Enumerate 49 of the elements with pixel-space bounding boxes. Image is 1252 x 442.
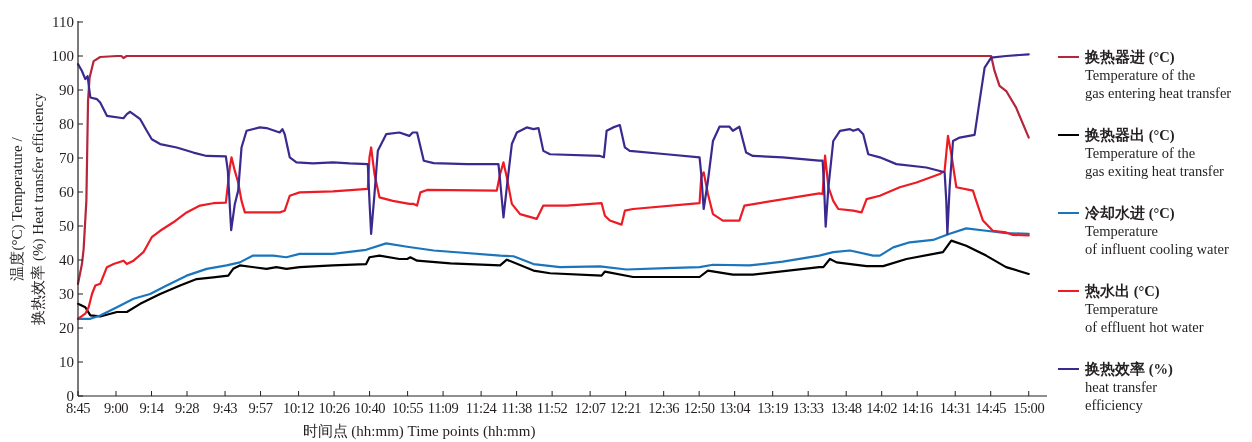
legend-label: 换热器出 (°C) Temperature of the gas exiting heat transfer [1084,127,1225,179]
x-tick-label: 13:04 [719,400,752,416]
x-tick-label: 12:07 [574,400,606,416]
x-tick-label: 13:19 [757,400,789,416]
x-tick-label: 14:31 [939,400,971,416]
x-tick-label: 11:24 [465,400,498,416]
y-axis-title: 温度(°C) Temperature / 换热效率 (%) Heat transfer efficiency [9,92,47,325]
x-tick-label: 14:16 [901,400,933,416]
x-tick-label: 12:50 [683,400,715,416]
x-tick-label: 12:21 [610,400,642,416]
x-tick-label: 10:55 [392,400,424,416]
y-tick-label: 100 [51,48,74,64]
x-tick-label: 10:12 [283,400,315,416]
x-tick-label: 14:02 [866,400,898,416]
line-series [76,239,1030,318]
x-tick-label: 9:28 [174,400,200,416]
x-tick-label: 9:00 [103,400,129,416]
x-tick-label: 11:52 [536,400,568,416]
x-tick-label: 9:57 [248,400,273,416]
y-tick-label: 110 [52,14,74,30]
y-tick-label: 20 [59,320,74,336]
line-series [76,227,1030,320]
x-tick-label: 11:09 [427,400,459,416]
x-tick-label: 12:36 [648,400,680,416]
line-series [76,54,1030,285]
y-tick-label: 10 [59,354,74,370]
legend-label: 换热器进 (°C) Temperature of the gas entering heat transfer [1084,49,1232,101]
x-tick-label: 13:33 [792,400,824,416]
x-tick-label: 14:45 [975,400,1007,416]
y-tick-label: 40 [59,252,74,268]
x-tick-label: 11:38 [501,400,532,416]
y-tick-label: 50 [59,218,74,234]
legend-label: 热水出 (°C) Temperature of effluent hot water [1084,283,1204,335]
line-series [76,53,1030,235]
x-tick-label: 13:48 [830,400,862,416]
x-axis-title: 时间点 (hh:mm) Time points (hh:mm) [302,423,536,440]
x-tick-label: 9:14 [139,400,165,416]
legend-label: 换热效率 (%) heat transfer efficiency [1084,360,1173,413]
legend-label: 冷却水进 (°C) Temperature of influent cooling water [1085,205,1229,257]
x-tick-label: 10:26 [318,400,350,416]
x-tick-label: 15:00 [1013,400,1045,416]
y-tick-label: 70 [59,150,74,166]
line-series [76,134,1030,320]
y-tick-label: 30 [59,286,74,302]
x-tick-label: 10:40 [354,400,386,416]
y-tick-label: 60 [59,184,74,200]
x-tick-label: 9:43 [212,400,238,416]
y-tick-label: 90 [59,82,74,98]
y-tick-label: 80 [59,116,74,132]
